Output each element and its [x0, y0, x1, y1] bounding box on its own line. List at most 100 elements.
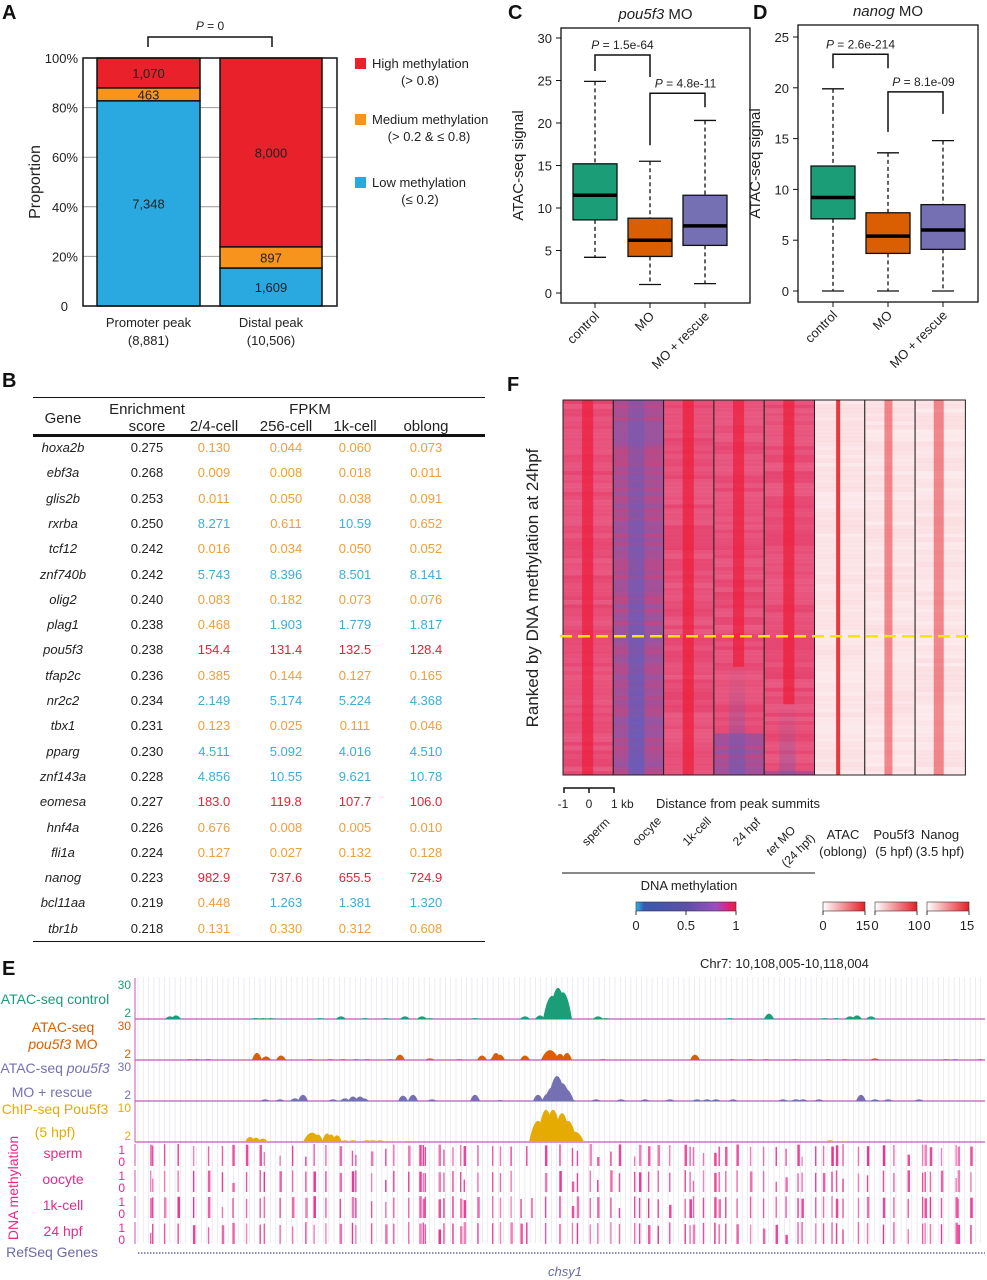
methylation-bar — [736, 1224, 739, 1244]
methylation-bar — [452, 1147, 454, 1166]
heatmap-row — [713, 670, 765, 676]
methylation-bar — [459, 1198, 463, 1218]
heatmap-cell — [783, 437, 795, 442]
heatmap-cell — [682, 620, 694, 626]
fpkm-value: 0.676 — [197, 819, 231, 835]
heatmap-cell — [628, 741, 645, 747]
methylation-bar — [638, 1144, 642, 1166]
heatmap-cell — [733, 495, 745, 501]
heatmap-cell — [582, 670, 594, 676]
heatmap-cell — [582, 500, 594, 505]
heatmap-cell — [628, 612, 645, 617]
methylation-bar — [245, 1223, 248, 1244]
methylation-bar — [957, 1146, 961, 1166]
heatmap-row — [613, 487, 664, 492]
methylation-bar — [177, 1196, 180, 1218]
heatmap-cell — [682, 729, 694, 734]
bar-value-label: 7,348 — [132, 196, 165, 211]
heatmap-cell — [682, 433, 694, 438]
methylation-bar — [499, 1197, 502, 1218]
heatmap-cell — [733, 404, 745, 409]
heatmap-cell — [682, 666, 694, 672]
track-max-label: 1 — [118, 1195, 125, 1209]
heatmap-cell — [682, 575, 694, 580]
methylation-bar — [702, 1170, 705, 1192]
y-tick-label: 40% — [52, 200, 78, 215]
heatmap-cell — [582, 566, 594, 572]
methylation-bar — [313, 1144, 315, 1166]
heatmap-row — [764, 754, 815, 759]
methylation-bar — [263, 1196, 266, 1218]
header-stage: 1k-cell — [333, 418, 377, 435]
signal-track: 30 2 — [118, 978, 985, 1020]
methylation-bar — [477, 1145, 479, 1166]
heatmap-cell — [628, 412, 645, 417]
heatmap-cell — [783, 566, 795, 572]
fpkm-value: 1.263 — [269, 895, 303, 911]
heatmap-cell — [728, 720, 746, 726]
methylation-bar — [351, 1222, 354, 1244]
methylation-bar — [822, 1223, 825, 1244]
gene-name: znf143a — [39, 768, 87, 784]
heatmap-cell — [783, 445, 795, 451]
signal-peak — [495, 1100, 505, 1101]
methylation-bar — [544, 1222, 547, 1244]
table-row: glis2b 0.253 0.011 0.050 0.038 0.091 — [0, 491, 500, 513]
methylation-bar — [689, 1225, 691, 1244]
methylation-bar — [499, 1173, 502, 1192]
methylation-bar — [955, 1178, 957, 1192]
methylation-bar — [633, 1196, 636, 1218]
gene-name: pou5f3 — [43, 642, 83, 658]
signal-peak — [185, 1059, 195, 1060]
methylation-bar — [882, 1145, 886, 1166]
methylation-bar — [419, 1144, 422, 1166]
methylation-bar — [797, 1144, 800, 1166]
methylation-bar — [762, 1170, 765, 1192]
methylation-bar — [424, 1224, 427, 1244]
methylation-bar — [499, 1222, 502, 1244]
methylation-bar — [684, 1224, 686, 1244]
methylation-bar — [325, 1223, 327, 1244]
heatmap-column — [915, 400, 966, 776]
heatmap-cell — [733, 537, 745, 542]
methylation-bar — [576, 1223, 579, 1244]
y-tick-label: 0 — [545, 286, 552, 301]
methylation-bar — [924, 1222, 926, 1244]
signal-peak — [470, 1094, 480, 1101]
heatmap-cell — [628, 670, 645, 676]
heatmap-cell — [733, 637, 745, 642]
methylation-bar — [559, 1170, 562, 1192]
colorbar-signal — [822, 901, 866, 912]
methylation-bar — [325, 1144, 327, 1166]
fpkm-value: 0.130 — [197, 440, 231, 455]
heatmap-cell — [682, 675, 694, 680]
heatmap-cell — [628, 716, 645, 722]
enrichment-score: 0.224 — [130, 844, 164, 860]
signal-peak — [490, 1056, 500, 1060]
heatmap-row — [713, 750, 765, 755]
methylation-bar — [221, 1145, 224, 1166]
signal-peak — [520, 1055, 530, 1060]
fpkm-value: 4.016 — [338, 743, 372, 759]
heatmap-cell — [628, 433, 645, 438]
heatmap-cell — [582, 516, 594, 522]
gene-name: pparg — [46, 743, 80, 759]
fpkm-value: 0.111 — [339, 718, 371, 734]
signal-peak — [975, 1059, 985, 1060]
methylation-bar — [576, 1150, 579, 1166]
heatmap-cell — [628, 712, 645, 717]
methylation-bar — [940, 1197, 943, 1218]
methylation-bar — [929, 1147, 933, 1166]
methylation-bar — [408, 1145, 411, 1166]
heatmap-cell — [783, 420, 795, 426]
heatmap-cell — [628, 683, 645, 688]
methylation-bar — [305, 1197, 308, 1218]
enrichment-score: 0.253 — [130, 490, 164, 506]
methylation-track: 10 oocyte — [42, 1169, 972, 1195]
methylation-bar — [163, 1223, 166, 1244]
fpkm-value: 0.127 — [338, 667, 372, 683]
colorbar-tick-label: 0 — [819, 918, 826, 933]
methylation-bar — [955, 1222, 958, 1244]
methylation-bar — [571, 1206, 575, 1218]
methylation-bar — [866, 1196, 870, 1218]
